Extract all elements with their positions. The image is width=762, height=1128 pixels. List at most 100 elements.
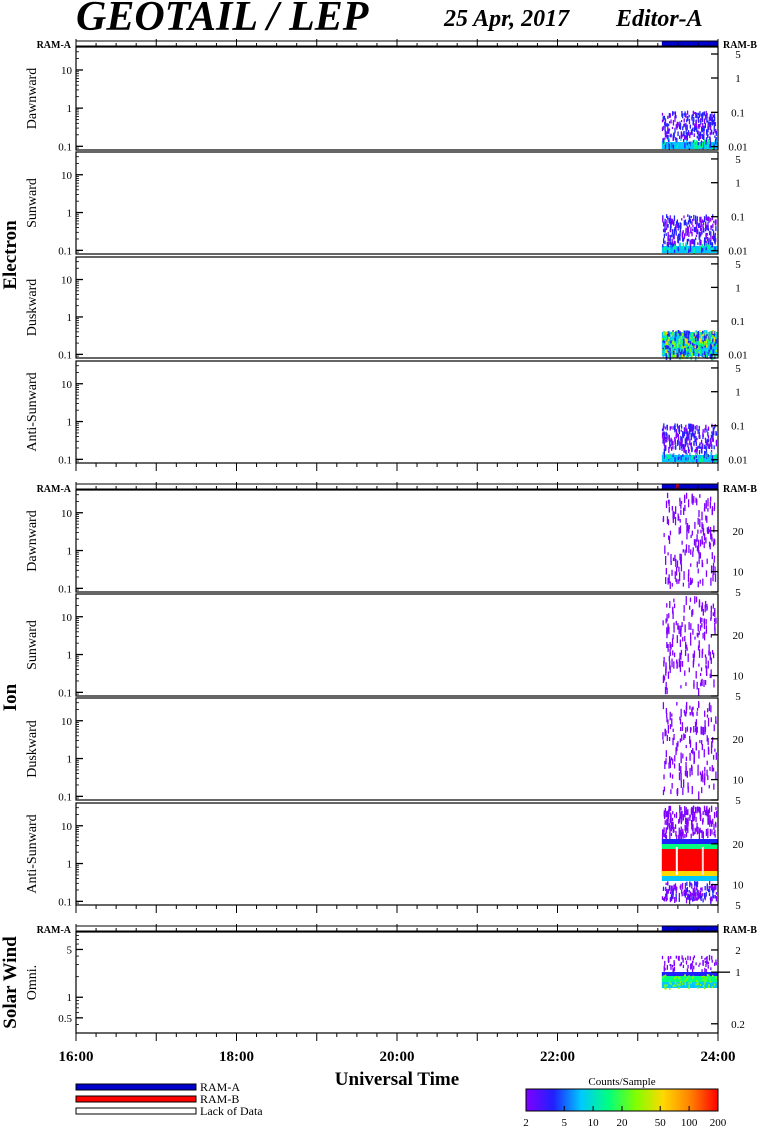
- ram-a-label-g0: RAM-A: [37, 40, 72, 51]
- data-cell-g1-p1: [700, 679, 703, 685]
- data-cell-g0-p1: [714, 246, 716, 251]
- data-cell-g0-p2: [679, 347, 682, 352]
- data-cell-g0-p0: [666, 134, 668, 139]
- data-cell-g1-p3: [681, 889, 683, 894]
- data-cell-g0-p1: [688, 246, 690, 250]
- data-cell-g1-p3: [694, 881, 697, 886]
- data-cell-g0-p1: [695, 237, 697, 241]
- data-cell-g1-p2: [702, 774, 704, 783]
- data-cell-g1-p3: [694, 814, 696, 818]
- data-cell-g1-p2: [689, 735, 691, 744]
- data-cell-g0-p1: [663, 221, 665, 226]
- data-cell-g0-p2: [674, 350, 676, 353]
- data-cell-g1-p2: [695, 742, 697, 751]
- data-cell-g0-p0: [670, 144, 672, 148]
- data-cell-g0-p1: [693, 248, 695, 255]
- data-cell-g0-p1: [708, 241, 710, 245]
- data-cell-g0-p2: [672, 330, 674, 333]
- data-cell-g1-p1: [673, 622, 675, 628]
- data-cell-g0-p0: [661, 127, 664, 132]
- data-cell-g0-p0: [667, 126, 669, 133]
- data-cell-g0-p2: [683, 330, 686, 334]
- colorbar-tick-label: 2: [523, 1117, 529, 1128]
- data-cell-g1-p3: [696, 897, 698, 901]
- data-cell-g1-p1: [680, 660, 682, 667]
- data-cell-g0-p0: [712, 131, 715, 135]
- data-cell-g0-p1: [675, 224, 677, 227]
- data-cell-g1-p2: [696, 711, 698, 716]
- data-cell-g1-p3: [673, 827, 675, 833]
- data-cell-g1-p3: [669, 897, 672, 903]
- x-tick-label: 24:00: [701, 1049, 736, 1065]
- data-cell-g2-p0: [703, 987, 706, 990]
- data-cell-g0-p0: [670, 133, 672, 138]
- data-cell-g0-p0: [704, 122, 707, 129]
- data-cell-g0-p1: [664, 223, 666, 230]
- data-cell-g0-p0: [683, 118, 685, 123]
- data-cell-g2-p0: [691, 965, 693, 970]
- data-cell-g0-p1: [666, 214, 668, 219]
- data-cell-g1-p0: [697, 581, 699, 588]
- data-cell-g0-p3: [687, 438, 689, 441]
- right-tick-label: 0.1: [731, 212, 745, 224]
- data-cell-g1-p0: [704, 503, 706, 512]
- data-cell-g2-p0: [693, 955, 695, 959]
- data-cell-g0-p3: [683, 447, 685, 453]
- data-cell-g0-p0: [697, 130, 699, 136]
- data-cell-g1-p1: [701, 648, 704, 655]
- data-cell-g0-p3: [670, 437, 672, 442]
- data-cell-g1-p3: [706, 885, 709, 888]
- right-tick-label: 10: [733, 775, 745, 787]
- data-cell-g1-p2: [676, 742, 678, 752]
- data-cell-g0-p2: [691, 336, 694, 342]
- data-cell-g1-p3: [709, 885, 711, 889]
- data-cell-g2-p0: [677, 983, 679, 986]
- left-tick-label: 10: [61, 821, 73, 833]
- data-cell-g1-p3: [711, 820, 713, 826]
- data-cell-g2-p0: [670, 964, 672, 970]
- data-cell-g0-p3: [685, 428, 687, 434]
- data-cell-g1-p1: [702, 632, 704, 639]
- data-cell-g0-p1: [682, 230, 684, 234]
- data-cell-g1-p2: [672, 728, 674, 732]
- data-cell-g2-p0: [702, 984, 705, 987]
- data-cell-g1-p0: [681, 540, 683, 545]
- data-cell-g0-p1: [671, 218, 673, 222]
- data-cell-g0-p2: [662, 354, 665, 358]
- data-cell-g0-p0: [668, 121, 671, 124]
- editor-label: Editor-A: [616, 6, 703, 32]
- data-cell-g0-p1: [705, 225, 707, 232]
- data-cell-g0-p2: [706, 332, 709, 336]
- data-cell-g1-p3: [707, 828, 709, 835]
- x-tick-label: 18:00: [219, 1049, 254, 1065]
- data-cell-g2-p0: [691, 962, 693, 967]
- data-cell-g1-p1: [693, 650, 696, 658]
- data-cell-g1-p3: [714, 829, 716, 834]
- data-cell-g0-p2: [714, 342, 716, 346]
- data-cell-g0-p0: [694, 144, 696, 150]
- data-cell-g1-p1: [666, 614, 668, 622]
- data-cell-g0-p1: [715, 221, 717, 226]
- left-tick-label: 5: [67, 944, 73, 956]
- data-cell-g0-p2: [681, 340, 683, 345]
- data-cell-g0-p3: [705, 448, 708, 453]
- data-cell-g1-p0: [665, 567, 668, 575]
- data-cell-g2-p0: [704, 958, 706, 961]
- data-cell-g1-p3: [703, 805, 706, 812]
- data-cell-g1-p3: [672, 889, 674, 896]
- data-cell-g2-p0: [668, 981, 671, 984]
- data-cell-g1-p3: [680, 807, 682, 811]
- data-cell-g1-p1: [668, 613, 670, 619]
- data-cell-g0-p0: [713, 117, 716, 122]
- data-cell-g1-p3: [691, 814, 694, 822]
- data-cell-g1-p3: [687, 822, 689, 827]
- data-cell-g1-p3: [665, 882, 667, 886]
- data-cell-g0-p1: [686, 247, 688, 252]
- data-cell-g1-p1: [710, 657, 712, 664]
- data-cell-g2-p0: [681, 955, 683, 960]
- data-cell-g0-p0: [697, 116, 700, 122]
- data-cell-g0-p0: [696, 130, 699, 135]
- data-cell-g0-p3: [663, 437, 665, 443]
- data-cell-g0-p2: [701, 353, 704, 357]
- data-cell-g1-p3: [689, 814, 691, 818]
